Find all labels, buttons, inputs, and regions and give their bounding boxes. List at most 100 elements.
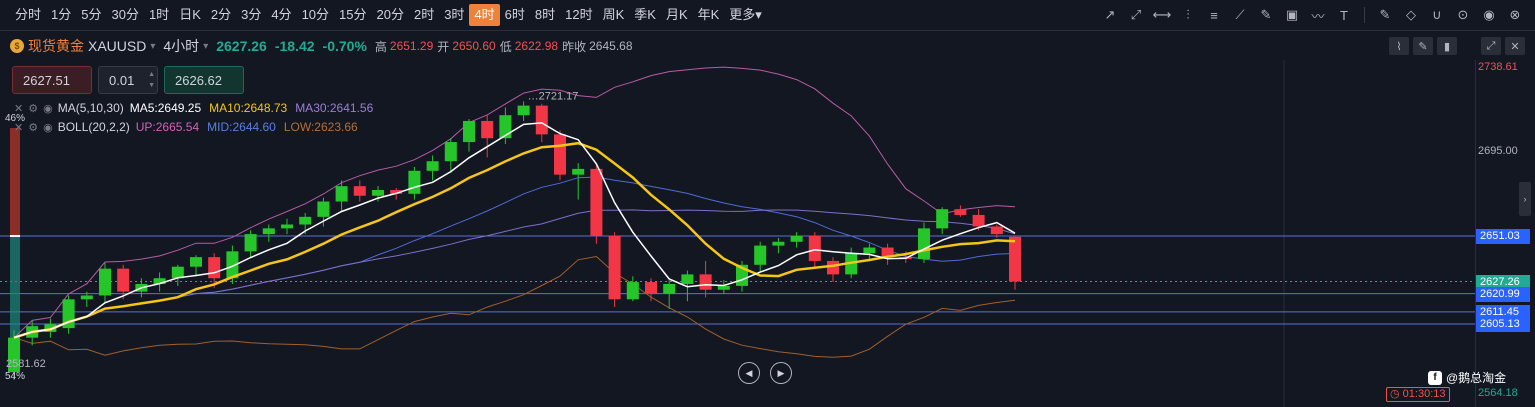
fan-icon[interactable]: ⟋ <box>1235 7 1245 22</box>
lock-icon[interactable]: ⊙ <box>1457 7 1469 22</box>
text-icon[interactable]: T <box>1340 7 1348 23</box>
timeframe-2[interactable]: 5分 <box>81 7 102 22</box>
timeframe-16[interactable]: 8时 <box>534 7 556 22</box>
gold-coin-icon: $ <box>10 39 24 53</box>
quantity-stepper[interactable]: 0.01 ▲ ▼ <box>98 66 158 94</box>
trend-line-icon[interactable]: ↗ <box>1104 7 1116 22</box>
price-tag: 2627.26 <box>1476 274 1530 290</box>
candle-body <box>699 274 712 290</box>
candle-body <box>353 186 366 196</box>
fibonacci-icon[interactable]: ≡ <box>1210 7 1218 23</box>
boll-low-value: LOW:2623.66 <box>283 120 358 134</box>
scroll-left-button[interactable]: ◀ <box>738 362 760 384</box>
timeframe-17[interactable]: 12时 <box>565 7 593 22</box>
timeframe-21[interactable]: 年K <box>697 7 720 22</box>
delete-icon[interactable]: ⊗ <box>1509 7 1521 22</box>
timeframe-19[interactable]: 季K <box>634 7 656 22</box>
eye-icon[interactable]: ◉ <box>1483 7 1495 22</box>
pencil-icon[interactable]: ✎ <box>1413 37 1433 55</box>
timeframe-4[interactable]: 1时 <box>148 7 170 22</box>
candle-body <box>936 209 949 229</box>
timeframe-7[interactable]: 3分 <box>241 7 262 22</box>
scroll-right-button[interactable]: ▶ <box>770 362 792 384</box>
indicator-icon[interactable]: ⌇ <box>1389 37 1409 55</box>
timeframe-15[interactable]: 6时 <box>504 7 525 22</box>
axis-label: 2695.00 <box>1478 144 1518 157</box>
ray-icon[interactable]: ⤢ <box>1130 7 1142 22</box>
candle-body <box>554 134 566 175</box>
timeframe-20[interactable]: 月K <box>665 7 688 22</box>
timeframe-5[interactable]: 日K <box>179 7 201 22</box>
hide-icon[interactable]: ✕ <box>14 102 24 115</box>
timeframe-8[interactable]: 4分 <box>271 7 292 22</box>
candle-body <box>262 228 275 235</box>
timeframe-1[interactable]: 1分 <box>51 7 72 22</box>
eye-icon[interactable]: ◉ <box>43 121 53 134</box>
timeframe-11[interactable]: 20分 <box>376 7 404 22</box>
price-chart[interactable]: …2721.17 2581.62 <box>0 60 1475 407</box>
timeframe-18[interactable]: 周K <box>602 7 625 22</box>
timeframe-6[interactable]: 2分 <box>210 7 232 22</box>
candle-body <box>372 189 384 196</box>
symbol-code[interactable]: XAUUSD <box>88 38 147 54</box>
timeframe-14[interactable]: 4时 <box>469 4 500 26</box>
sentiment-top-pct: 46% <box>5 113 26 124</box>
interval-selector[interactable]: 4小时 <box>163 38 200 54</box>
horizontal-line-icon[interactable]: ⟷ <box>1152 7 1172 22</box>
stepper-arrows-icon[interactable]: ▲ ▼ <box>148 71 155 89</box>
timeframe-9[interactable]: 10分 <box>301 7 330 22</box>
timeframe-22[interactable]: 更多▾ <box>729 7 762 22</box>
symbol-dropdown-icon[interactable]: ▾ <box>150 40 156 52</box>
timeframe-0[interactable]: 分时 <box>15 7 42 22</box>
settings-icon[interactable]: ▮ <box>1437 37 1457 55</box>
timeframe-13[interactable]: 3时 <box>444 7 465 22</box>
countdown-value: 01:30:13 <box>1402 388 1446 400</box>
candle-body <box>463 120 475 143</box>
vertical-line-icon[interactable]: ⫶ <box>1186 7 1190 22</box>
candle-body <box>918 228 930 260</box>
timeframe-10[interactable]: 15分 <box>339 7 367 22</box>
candle-body <box>444 142 457 162</box>
ma5-value: MA5:2649.25 <box>129 101 202 115</box>
price-change: -18.42 <box>274 38 315 54</box>
candle-body <box>717 285 730 290</box>
candle-body <box>281 224 293 229</box>
path-icon[interactable]: 〰 <box>1311 8 1325 24</box>
prev-close-value: 2645.68 <box>589 39 633 53</box>
boll-lower-line <box>13 255 1016 358</box>
candle-body <box>626 282 639 300</box>
buy-price-button[interactable]: 2626.62 <box>164 66 244 94</box>
edit-icon[interactable]: ✎ <box>1379 7 1391 22</box>
brush-icon[interactable]: ✎ <box>1260 7 1272 22</box>
candle-body <box>590 168 603 237</box>
sell-price-button[interactable]: 2627.51 <box>12 66 92 94</box>
sentiment-bar-bull <box>10 236 20 364</box>
candle-body <box>972 214 985 227</box>
timeframe-3[interactable]: 30分 <box>111 7 139 22</box>
candle-body <box>808 236 821 261</box>
candle-body <box>645 282 657 294</box>
quantity-value: 0.01 <box>109 73 135 88</box>
candle-body <box>226 251 239 279</box>
candle-body <box>790 236 803 242</box>
eye-icon[interactable]: ◉ <box>43 102 53 115</box>
candle-body <box>208 257 221 279</box>
boll-up-value: UP:2665.54 <box>135 120 200 134</box>
expand-icon[interactable]: ⤢ <box>1481 37 1501 55</box>
symbol-name[interactable]: 现货黄金 <box>28 38 84 54</box>
magnet-icon[interactable]: ∪ <box>1432 7 1442 22</box>
timeframe-toolbar: 分时 1分 5分 30分 1时 日K 2分 3分 4分 10分 15分 20分 2时 3时 4时 6时 8时 12… <box>0 0 1535 31</box>
high-label: 高 <box>374 39 387 54</box>
high-value: 2651.29 <box>389 39 434 53</box>
image-icon[interactable]: ▣ <box>1285 7 1299 22</box>
timeframe-12[interactable]: 2时 <box>413 7 435 22</box>
eraser-icon[interactable]: ◇ <box>1406 7 1416 22</box>
close-icon[interactable]: ✕ <box>1505 37 1525 55</box>
axis-label: 2738.61 <box>1478 61 1518 73</box>
gear-icon[interactable]: ⚙ <box>28 121 39 134</box>
interval-dropdown-icon[interactable]: ▾ <box>203 40 209 52</box>
hide-icon[interactable]: ✕ <box>14 121 24 134</box>
gear-icon[interactable]: ⚙ <box>28 102 39 115</box>
candle-body <box>153 278 166 284</box>
expand-panel-icon[interactable]: › <box>1519 182 1531 216</box>
